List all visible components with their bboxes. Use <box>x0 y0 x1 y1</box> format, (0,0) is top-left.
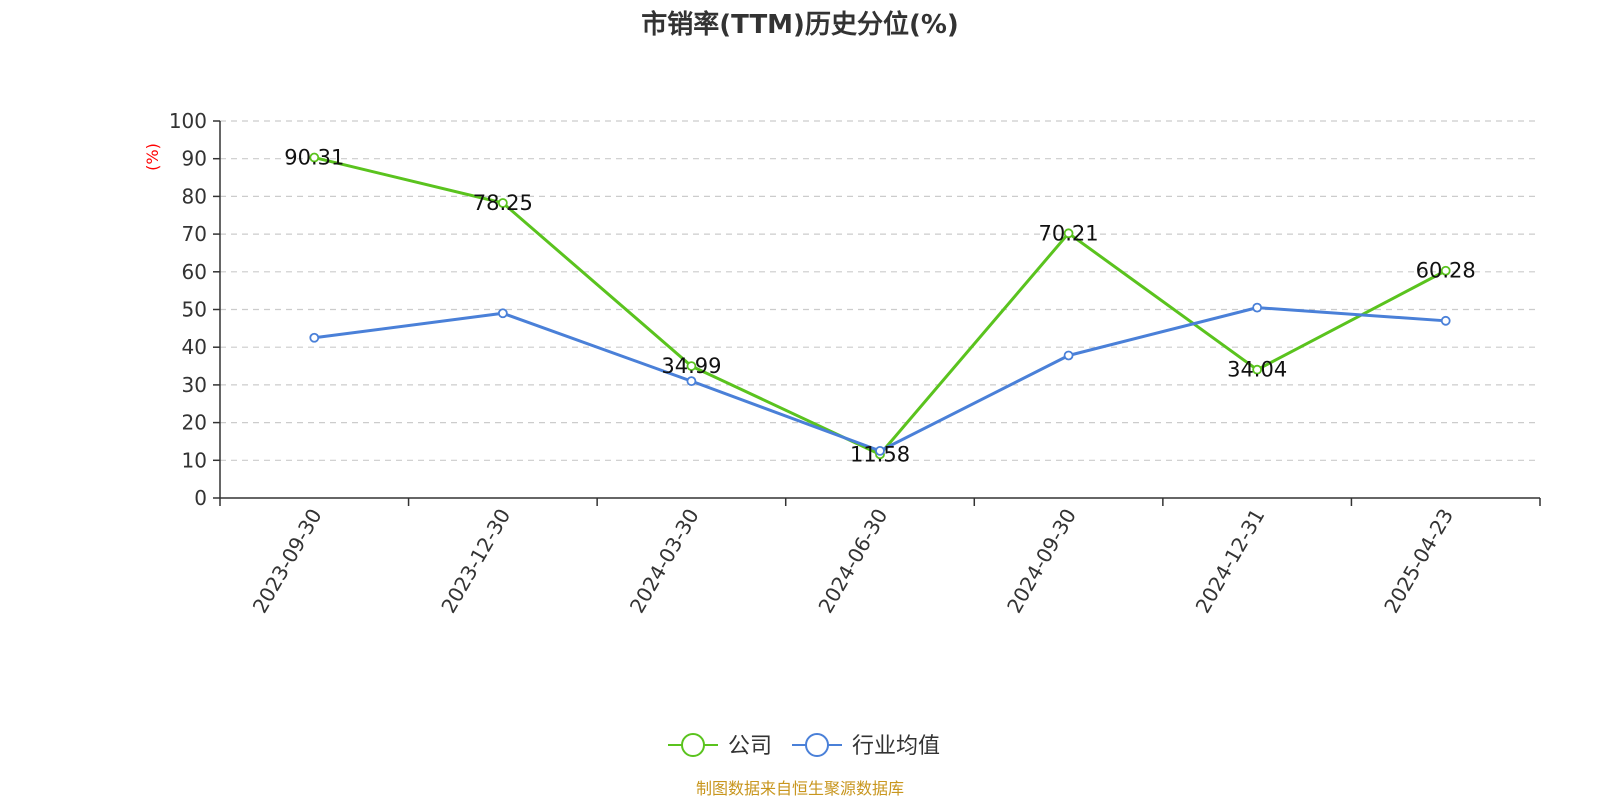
data-label: 78.25 <box>473 191 533 215</box>
data-point[interactable] <box>686 376 697 387</box>
y-axis-label: (%) <box>143 143 162 171</box>
x-tick-label: 2025-04-23 <box>1379 505 1458 618</box>
data-point[interactable] <box>309 332 320 343</box>
x-tick-label: 2024-03-30 <box>625 505 704 618</box>
data-point[interactable] <box>1252 302 1263 313</box>
grid-lines <box>220 120 1540 461</box>
data-label: 60.28 <box>1416 259 1476 283</box>
data-point[interactable] <box>1252 364 1263 375</box>
axes: 0 10 20 30 40 50 60 70 80 90 100 2023-09-30 2023-12-… <box>169 109 1541 618</box>
chart-title: 市销率(TTM)历史分位(%) <box>641 9 959 40</box>
y-tick-label: 10 <box>182 448 207 472</box>
data-point[interactable] <box>1063 350 1074 361</box>
y-tick-label: 30 <box>182 373 207 397</box>
y-tick-label: 80 <box>182 184 207 208</box>
data-label: 11.58 <box>850 442 910 466</box>
x-tick-label: 2024-12-31 <box>1191 505 1270 618</box>
data-label: 90.31 <box>284 146 344 170</box>
series-layer <box>309 152 1451 460</box>
legend-marker[interactable] <box>805 733 829 757</box>
data-point[interactable] <box>1440 265 1451 276</box>
data-label: 34.99 <box>661 354 721 378</box>
y-tick-label: 40 <box>182 335 207 359</box>
data-label: 70.21 <box>1039 221 1099 245</box>
x-tick-label: 2023-09-30 <box>248 505 327 618</box>
data-point[interactable] <box>497 198 508 208</box>
y-tick-label: 100 <box>169 109 207 133</box>
data-point[interactable] <box>1063 228 1074 239</box>
data-point[interactable] <box>875 445 885 456</box>
y-tick-label: 0 <box>194 486 207 510</box>
data-labels: 90.31 78.25 34.99 11.58 70.21 34.04 60.28 <box>284 146 1476 467</box>
data-label: 34.04 <box>1227 358 1287 382</box>
y-tick-label: 20 <box>182 411 207 435</box>
legend-item-label[interactable]: 公司 <box>728 734 772 759</box>
x-tick-label: 2024-06-30 <box>813 505 892 618</box>
data-point[interactable] <box>497 308 508 319</box>
y-tick-label: 70 <box>182 222 207 246</box>
data-point[interactable] <box>1440 315 1451 326</box>
source-note: 制图数据来自恒生聚源数据库 <box>696 779 904 798</box>
data-point[interactable] <box>309 152 320 163</box>
y-tick-label: 90 <box>182 147 207 171</box>
legend-marker[interactable] <box>681 733 705 757</box>
legend[interactable]: 公司 行业均值 <box>668 733 940 759</box>
y-tick-label: 50 <box>182 298 207 322</box>
x-tick-label: 2023-12-30 <box>436 505 515 618</box>
legend-item-label[interactable]: 行业均值 <box>852 734 940 759</box>
y-tick-label: 60 <box>182 260 207 284</box>
x-tick-label: 2024-09-30 <box>1002 505 1081 618</box>
data-point[interactable] <box>686 361 697 371</box>
